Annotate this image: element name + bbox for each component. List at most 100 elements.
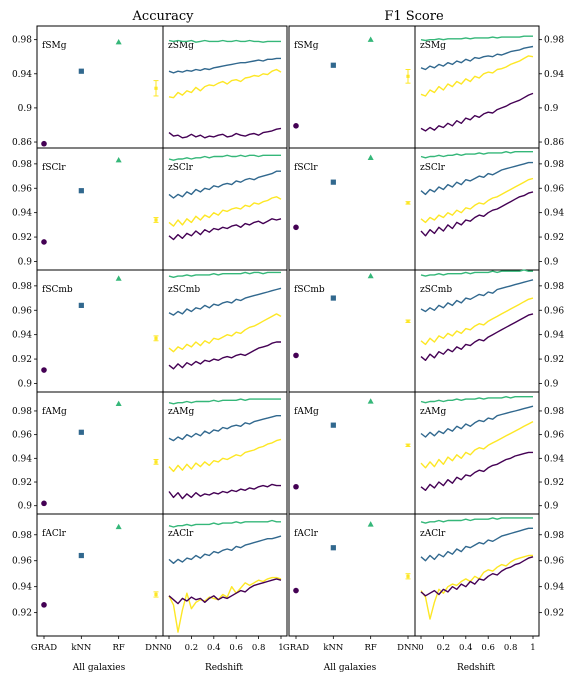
x-tick-label-dnn: DNN (145, 643, 167, 653)
panel-label-right: zSMg (420, 41, 446, 51)
knn-marker (330, 422, 336, 428)
line-green (168, 39, 281, 43)
y-tick-label: 0.94 (12, 454, 32, 464)
panel-label-left: fSClr (42, 163, 66, 173)
y-tick-label: 0.94 (12, 331, 32, 341)
panel-label-right: zSCmb (420, 285, 452, 295)
z-tick-label: 1 (530, 643, 535, 653)
x-tick-label-knn: kNN (323, 643, 344, 653)
grad-marker (293, 224, 299, 231)
dnn-marker (154, 218, 158, 222)
rf-marker (115, 400, 122, 407)
line-blue (420, 527, 533, 562)
y-tick-label: 0.94 (544, 209, 564, 219)
panel-label-left: fAMg (42, 407, 67, 417)
y-tick-label: 0.94 (544, 583, 564, 593)
line-yellow (168, 196, 282, 227)
z-tick-label: 0.4 (207, 643, 221, 653)
grad-marker (41, 367, 47, 373)
panel-label-right: zSMg (168, 41, 194, 51)
col-title-accuracy: Accuracy (132, 9, 195, 24)
line-purple (420, 556, 534, 597)
grad-marker (293, 352, 299, 359)
y-tick-label: 0.96 (544, 306, 564, 316)
z-tick-label: 1 (278, 643, 283, 653)
y-tick-label: 0.96 (544, 557, 564, 567)
panel-label-right: zSClr (168, 163, 194, 173)
line-blue (420, 405, 534, 438)
y-tick-label: 0.98 (544, 160, 564, 170)
line-purple (168, 341, 281, 370)
xlabel-left-all-galaxies: All galaxies (72, 663, 126, 673)
y-tick-label: 0.92 (544, 355, 564, 365)
line-yellow (168, 438, 282, 473)
rf-marker (367, 521, 374, 527)
line-yellow (420, 420, 534, 469)
panel-label-left: fSCmb (42, 285, 73, 295)
panel-f1-fsclr: 0.9 0.92 0.94 0.96 0.98 fSClr zSClr (288, 147, 564, 271)
panel-frame-right (162, 513, 288, 637)
line-yellow (168, 68, 282, 99)
y-tick-label: 0.86 (12, 138, 32, 148)
line-blue (168, 535, 282, 564)
grad-marker (293, 123, 299, 129)
knn-marker (78, 68, 84, 74)
panel-label-left: fSMg (294, 41, 319, 51)
line-green (168, 398, 281, 405)
knn-marker (330, 545, 336, 551)
y-tick-label: 0.94 (544, 454, 564, 464)
x-tick-label-rf: RF (365, 643, 377, 653)
z-tick-label: 0 (418, 643, 423, 653)
panel-f1-famg: 0.9 0.92 0.94 0.96 0.98 fAMg zAMg (288, 391, 564, 515)
line-green (168, 154, 281, 161)
y-tick-label: 0.94 (544, 331, 564, 341)
z-tick-label: 0.2 (185, 643, 199, 653)
y-tick-label: 0.9 (18, 257, 33, 267)
dnn-marker (154, 336, 158, 340)
y-tick-label: 0.98 (12, 282, 32, 292)
panel-f1-fscmb: 0.9 0.92 0.94 0.96 0.98 fSCmb zSCmb (288, 269, 564, 393)
panel-label-right: zAClr (420, 529, 446, 539)
panel-acc-famg: 0.9 0.92 0.94 0.96 0.98 fAMg zAMg (12, 391, 288, 515)
y-tick-label: 0.96 (544, 184, 564, 194)
y-tick-label: 0.98 (12, 531, 32, 541)
panel-acc-fsclr: 0.9 0.92 0.94 0.96 0.98 fSClr zSClr (12, 147, 288, 271)
line-yellow (168, 313, 282, 353)
y-tick-label: 0.98 (12, 160, 32, 170)
y-tick-label: 0.96 (12, 184, 32, 194)
dnn-marker (154, 592, 158, 597)
line-purple (420, 92, 534, 132)
line-green (420, 269, 533, 277)
y-tick-label: 0.96 (12, 431, 32, 441)
line-blue (168, 170, 281, 199)
x-tick-label-dnn: DNN (397, 643, 419, 653)
y-tick-label: 0.94 (12, 70, 32, 80)
line-green (420, 396, 533, 404)
y-tick-label: 0.92 (544, 233, 564, 243)
panel-label-left: fSCmb (294, 285, 325, 295)
grad-marker (41, 500, 47, 507)
line-purple (420, 451, 533, 491)
rf-marker (115, 39, 122, 45)
y-tick-label: 0.96 (12, 557, 32, 567)
x-tick-label-grad: GRAD (31, 643, 57, 653)
xlabel-right-redshift: Redshift (457, 663, 495, 673)
rf-marker (115, 275, 122, 281)
y-tick-label: 0.92 (544, 478, 564, 488)
line-yellow (420, 55, 534, 97)
dnn-marker (154, 460, 158, 464)
z-tick-label: 0.6 (481, 643, 495, 653)
z-tick-label: 0 (166, 643, 171, 653)
rf-marker (367, 154, 374, 160)
grad-marker (41, 602, 47, 608)
y-tick-label: 0.98 (12, 36, 32, 46)
knn-marker (330, 62, 336, 68)
line-blue (168, 57, 281, 74)
line-purple (168, 483, 281, 500)
grad-marker (41, 140, 47, 147)
y-tick-label: 0.94 (12, 583, 32, 593)
panel-label-left: fAMg (294, 407, 319, 417)
knn-marker (330, 295, 336, 301)
dnn-marker (406, 574, 410, 578)
y-tick-label: 0.92 (12, 233, 32, 243)
